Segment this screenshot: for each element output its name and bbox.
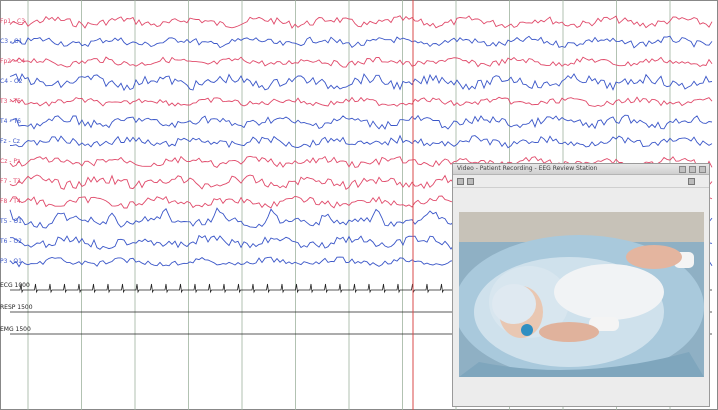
channel-label: Fp1 - C3 — [0, 18, 26, 25]
channel-label: T6 - O2 — [0, 238, 23, 245]
play-icon[interactable] — [457, 177, 464, 185]
aux-channel-label: ECG 1000 — [0, 282, 30, 289]
channel-label: F7 - T3 — [0, 178, 21, 185]
settings-icon[interactable] — [688, 177, 695, 185]
channel-label: P3 - O1 — [0, 258, 22, 265]
aux-channel-label: EMG 1500 — [0, 326, 31, 333]
video-frame — [459, 212, 704, 377]
eeg-trace — [9, 96, 713, 107]
channel-label: F8 - T4 — [0, 198, 21, 205]
pause-icon[interactable] — [467, 177, 474, 185]
maximize-icon[interactable] — [689, 166, 696, 173]
channel-label: T5 - O1 — [0, 218, 23, 225]
infant-video-image — [459, 212, 704, 377]
eeg-trace — [9, 15, 713, 29]
eeg-trace — [9, 155, 713, 169]
aux-channel-label: RESP 1500 — [0, 304, 33, 311]
channel-label: Cz - Pz — [0, 158, 21, 165]
video-toolbar — [453, 175, 709, 188]
channel-label: T3 - T5 — [0, 98, 21, 105]
channel-label: T4 - T6 — [0, 118, 21, 125]
channel-label: C3 - O1 — [0, 38, 23, 45]
minimize-icon[interactable] — [679, 166, 686, 173]
eeg-trace — [9, 73, 713, 92]
eeg-trace — [9, 35, 713, 49]
video-window-title: Video - Patient Recording - EEG Review S… — [457, 165, 598, 172]
eeg-trace — [9, 134, 713, 149]
eeg-trace — [9, 56, 713, 68]
channel-label: Fp2 - C4 — [0, 58, 26, 65]
video-window[interactable]: Video - Patient Recording - EEG Review S… — [452, 163, 710, 407]
channel-label: Fz - Cz — [0, 138, 20, 145]
video-window-titlebar[interactable]: Video - Patient Recording - EEG Review S… — [453, 164, 709, 175]
channel-label: C4 - O2 — [0, 78, 23, 85]
eeg-trace — [9, 114, 713, 130]
close-icon[interactable] — [699, 166, 706, 173]
